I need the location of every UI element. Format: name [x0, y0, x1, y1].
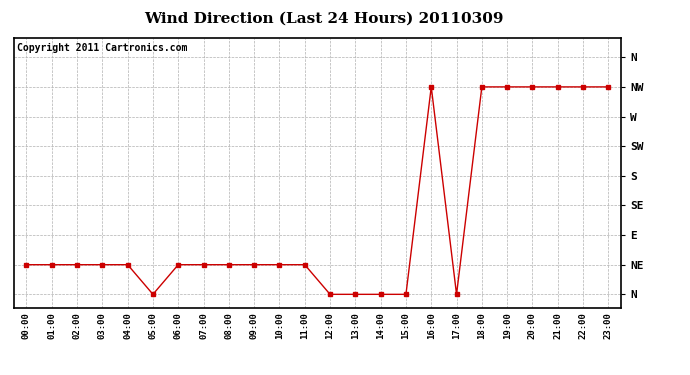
Text: Wind Direction (Last 24 Hours) 20110309: Wind Direction (Last 24 Hours) 20110309 [144, 11, 504, 25]
Text: Copyright 2011 Cartronics.com: Copyright 2011 Cartronics.com [17, 43, 187, 53]
